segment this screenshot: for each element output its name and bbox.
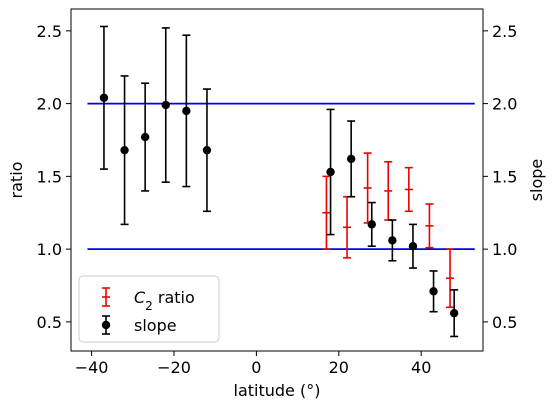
- y-tick-label-right-1: 1.0: [492, 240, 517, 259]
- x-tick-label-4: 40: [411, 358, 431, 377]
- x-tick-label-1: −20: [157, 358, 191, 377]
- data-point-1-12: [449, 308, 459, 318]
- legend-entry-0: C2 ratio: [102, 287, 195, 313]
- legend: C2 ratio slope: [78, 275, 220, 343]
- y-tick-label-left-0: 0.5: [37, 313, 62, 332]
- y-tick-label-left-1: 1.0: [37, 240, 62, 259]
- data-point-1-4: [182, 106, 191, 116]
- x-tick-label-3: 20: [329, 358, 349, 377]
- legend-label-0: C2 ratio: [134, 288, 195, 313]
- legend-label-1: slope: [134, 316, 177, 335]
- data-point-1-5: [202, 145, 212, 155]
- y-tick-label-right-0: 0.5: [492, 313, 517, 332]
- data-point-1-9: [388, 236, 397, 245]
- x-tick-label-2: 0: [251, 358, 261, 377]
- data-point-1-1: [120, 145, 129, 155]
- series-0: [322, 152, 455, 309]
- x-axis-label: latitude (°): [234, 381, 321, 400]
- y-axis-label-left: ratio: [7, 162, 26, 199]
- y-tick-label-right-2: 1.5: [492, 167, 517, 186]
- plot-area: [87, 25, 475, 338]
- y-tick-label-left-4: 2.5: [37, 22, 62, 41]
- series-1: [99, 25, 459, 338]
- y-tick-label-left-3: 2.0: [37, 95, 62, 114]
- data-point-1-10: [408, 242, 418, 251]
- x-tick-label-0: −40: [75, 358, 109, 377]
- data-point-1-6: [326, 167, 335, 177]
- y-axis-label-right: slope: [527, 159, 546, 202]
- data-point-1-0: [99, 93, 109, 102]
- data-point-1-2: [140, 132, 150, 142]
- data-point-1-3: [161, 100, 170, 110]
- y-tick-label-right-4: 2.5: [492, 22, 517, 41]
- data-point-1-8: [367, 220, 376, 229]
- data-point-1-7: [346, 154, 356, 164]
- y-tick-label-right-3: 2.0: [492, 95, 517, 114]
- legend-box: [78, 275, 220, 343]
- axes: −40 −20 0 20 40 0.5 0.5 1.0 1.0 1.5 1.5 2.0 2.0 2.5 2.…: [7, 8, 546, 400]
- legend-entry-1: slope: [101, 315, 177, 335]
- data-point-1-11: [429, 287, 438, 296]
- legend-swatch-marker-1: [101, 320, 111, 330]
- plot-frame: [70, 8, 484, 352]
- y-tick-label-left-2: 1.5: [37, 167, 62, 186]
